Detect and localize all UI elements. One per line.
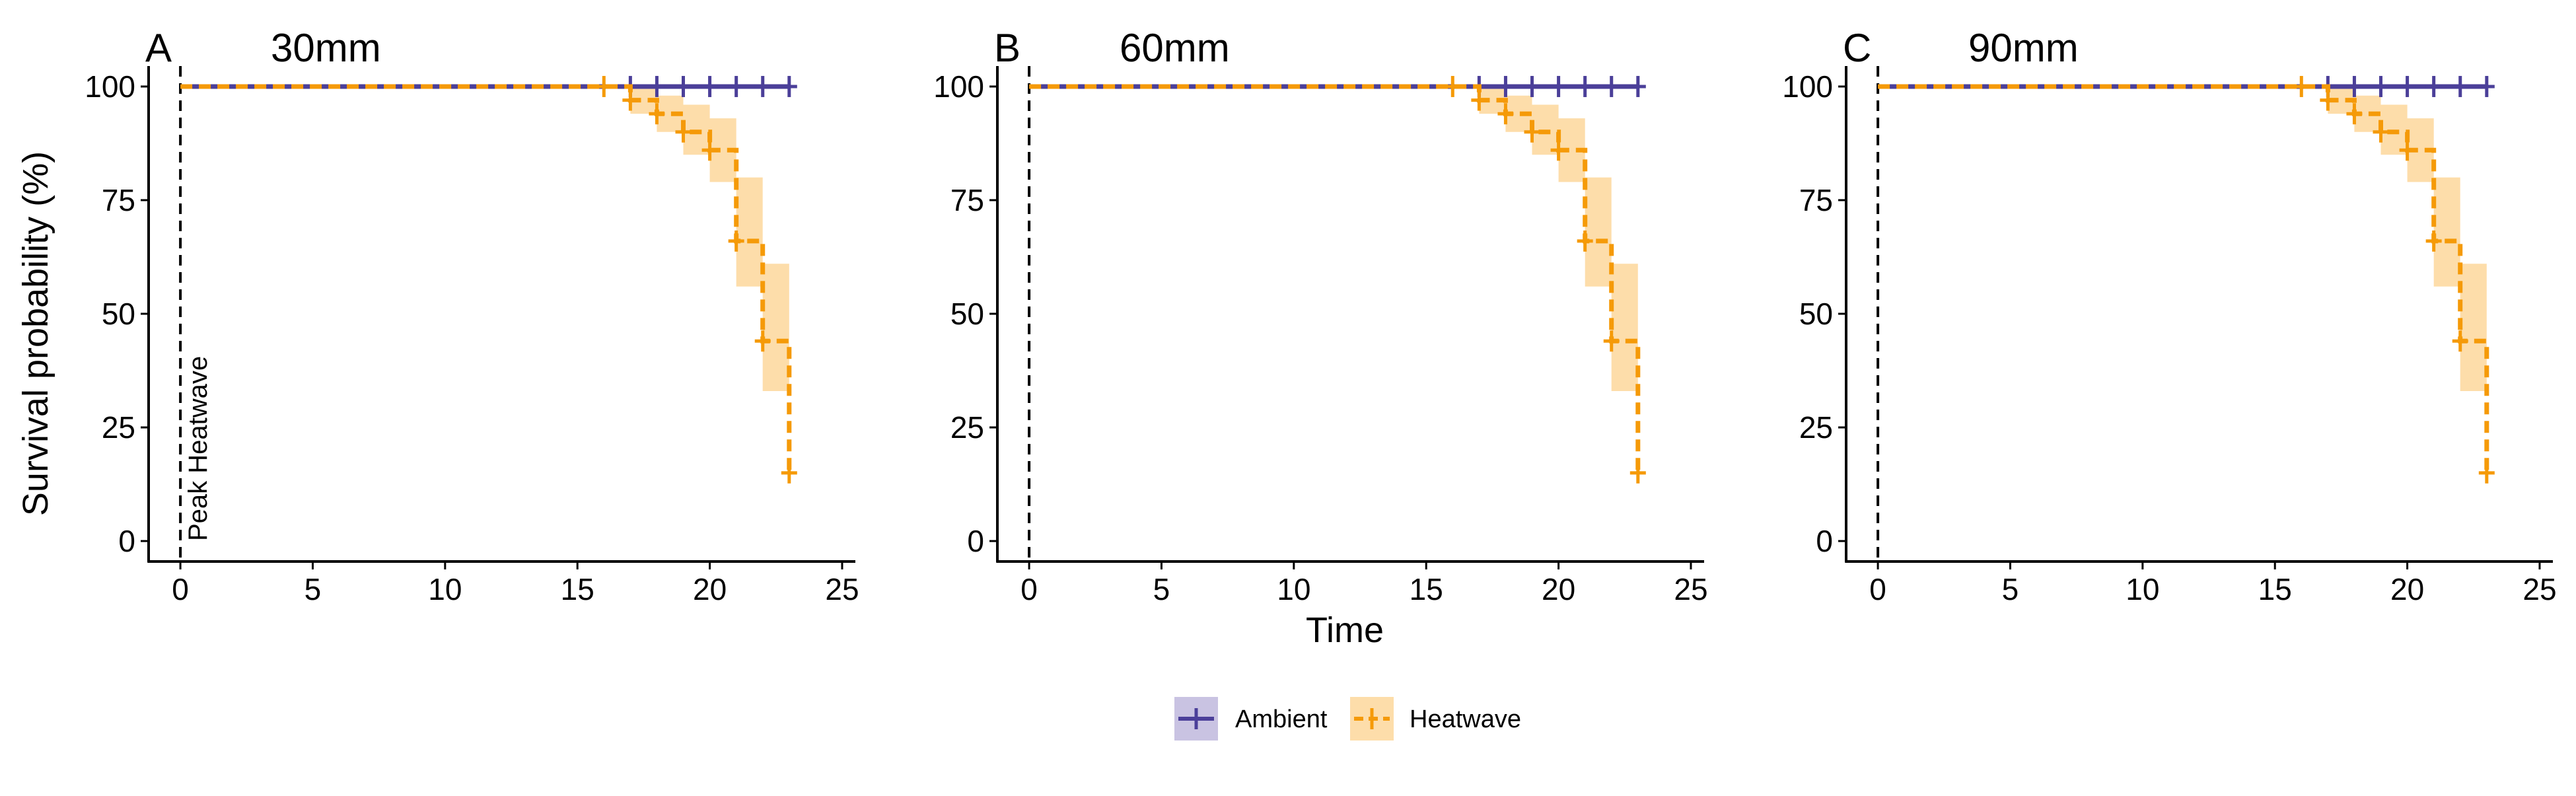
y-tick-label-a: 100: [85, 69, 135, 104]
x-tick-label-c: 20: [2390, 572, 2424, 606]
x-tick-label-c: 0: [1869, 572, 1886, 606]
y-tick-label-c: 50: [1799, 297, 1833, 331]
y-tick-label-a: 0: [118, 524, 135, 558]
panel-title-a: 30mm: [271, 26, 381, 70]
legend-label-ambient: Ambient: [1235, 706, 1328, 733]
y-tick-label-b: 25: [950, 410, 984, 445]
x-tick-label-c: 5: [2002, 572, 2019, 606]
survival-line-heatwave-c: [1878, 84, 2489, 473]
y-tick-label-b: 100: [933, 69, 984, 104]
y-tick-label-c: 100: [1782, 69, 1833, 104]
peak-heatwave-label: Peak Heatwave: [184, 356, 213, 541]
x-tick-label-a: 20: [693, 572, 727, 606]
x-axis-title: Time: [1306, 610, 1384, 650]
y-tick-label-a: 50: [102, 297, 135, 331]
x-tick-label-b: 15: [1410, 572, 1443, 606]
x-tick-label-c: 25: [2522, 572, 2556, 606]
x-tick-label-b: 10: [1277, 572, 1310, 606]
y-axis-title: Survival probability (%): [16, 151, 55, 516]
y-tick-label-a: 75: [102, 183, 135, 217]
y-tick-label-c: 75: [1799, 183, 1833, 217]
y-tick-label-c: 0: [1816, 524, 1833, 558]
x-tick-label-a: 0: [172, 572, 189, 606]
x-tick-label-a: 5: [304, 572, 322, 606]
survival-line-heatwave-a: [180, 84, 792, 473]
legend: Ambient Heatwave: [1174, 697, 1521, 741]
panel-title-b: 60mm: [1120, 26, 1230, 70]
panel-c: C 90mm 0 25 50 75 100 0 5 10 15 20 25: [1782, 26, 2556, 606]
panel-letter-c: C: [1843, 26, 1871, 70]
x-tick-label-a: 15: [561, 572, 594, 606]
x-tick-label-b: 5: [1153, 572, 1170, 606]
x-tick-label-c: 15: [2258, 572, 2292, 606]
panel-a: A 30mm 0 25 50 75 100 0 5 10 15 20 25 Peak Heatwave: [85, 26, 859, 606]
legend-label-heatwave: Heatwave: [1410, 706, 1521, 733]
x-tick-label-a: 25: [825, 572, 859, 606]
panel-letter-a: A: [145, 26, 172, 70]
x-tick-label-a: 10: [428, 572, 462, 606]
x-tick-label-b: 25: [1674, 572, 1707, 606]
survival-line-heatwave-b: [1029, 84, 1641, 473]
y-tick-label-b: 0: [967, 524, 984, 558]
x-tick-label-b: 0: [1020, 572, 1038, 606]
x-tick-label-c: 10: [2126, 572, 2159, 606]
x-tick-label-b: 20: [1542, 572, 1575, 606]
panel-b: B 60mm 0 25 50 75 100 0 5 10 15 20 25: [933, 26, 1707, 606]
y-tick-label-a: 25: [102, 410, 135, 445]
y-tick-label-b: 50: [950, 297, 984, 331]
panel-title-c: 90mm: [1968, 26, 2079, 70]
panel-letter-b: B: [994, 26, 1020, 70]
y-tick-label-c: 25: [1799, 410, 1833, 445]
ci-band-heatwave-c: [1878, 87, 2487, 523]
ci-band-heatwave-b: [1029, 87, 1638, 523]
ci-band-heatwave-a: [180, 87, 789, 523]
y-tick-label-b: 75: [950, 183, 984, 217]
